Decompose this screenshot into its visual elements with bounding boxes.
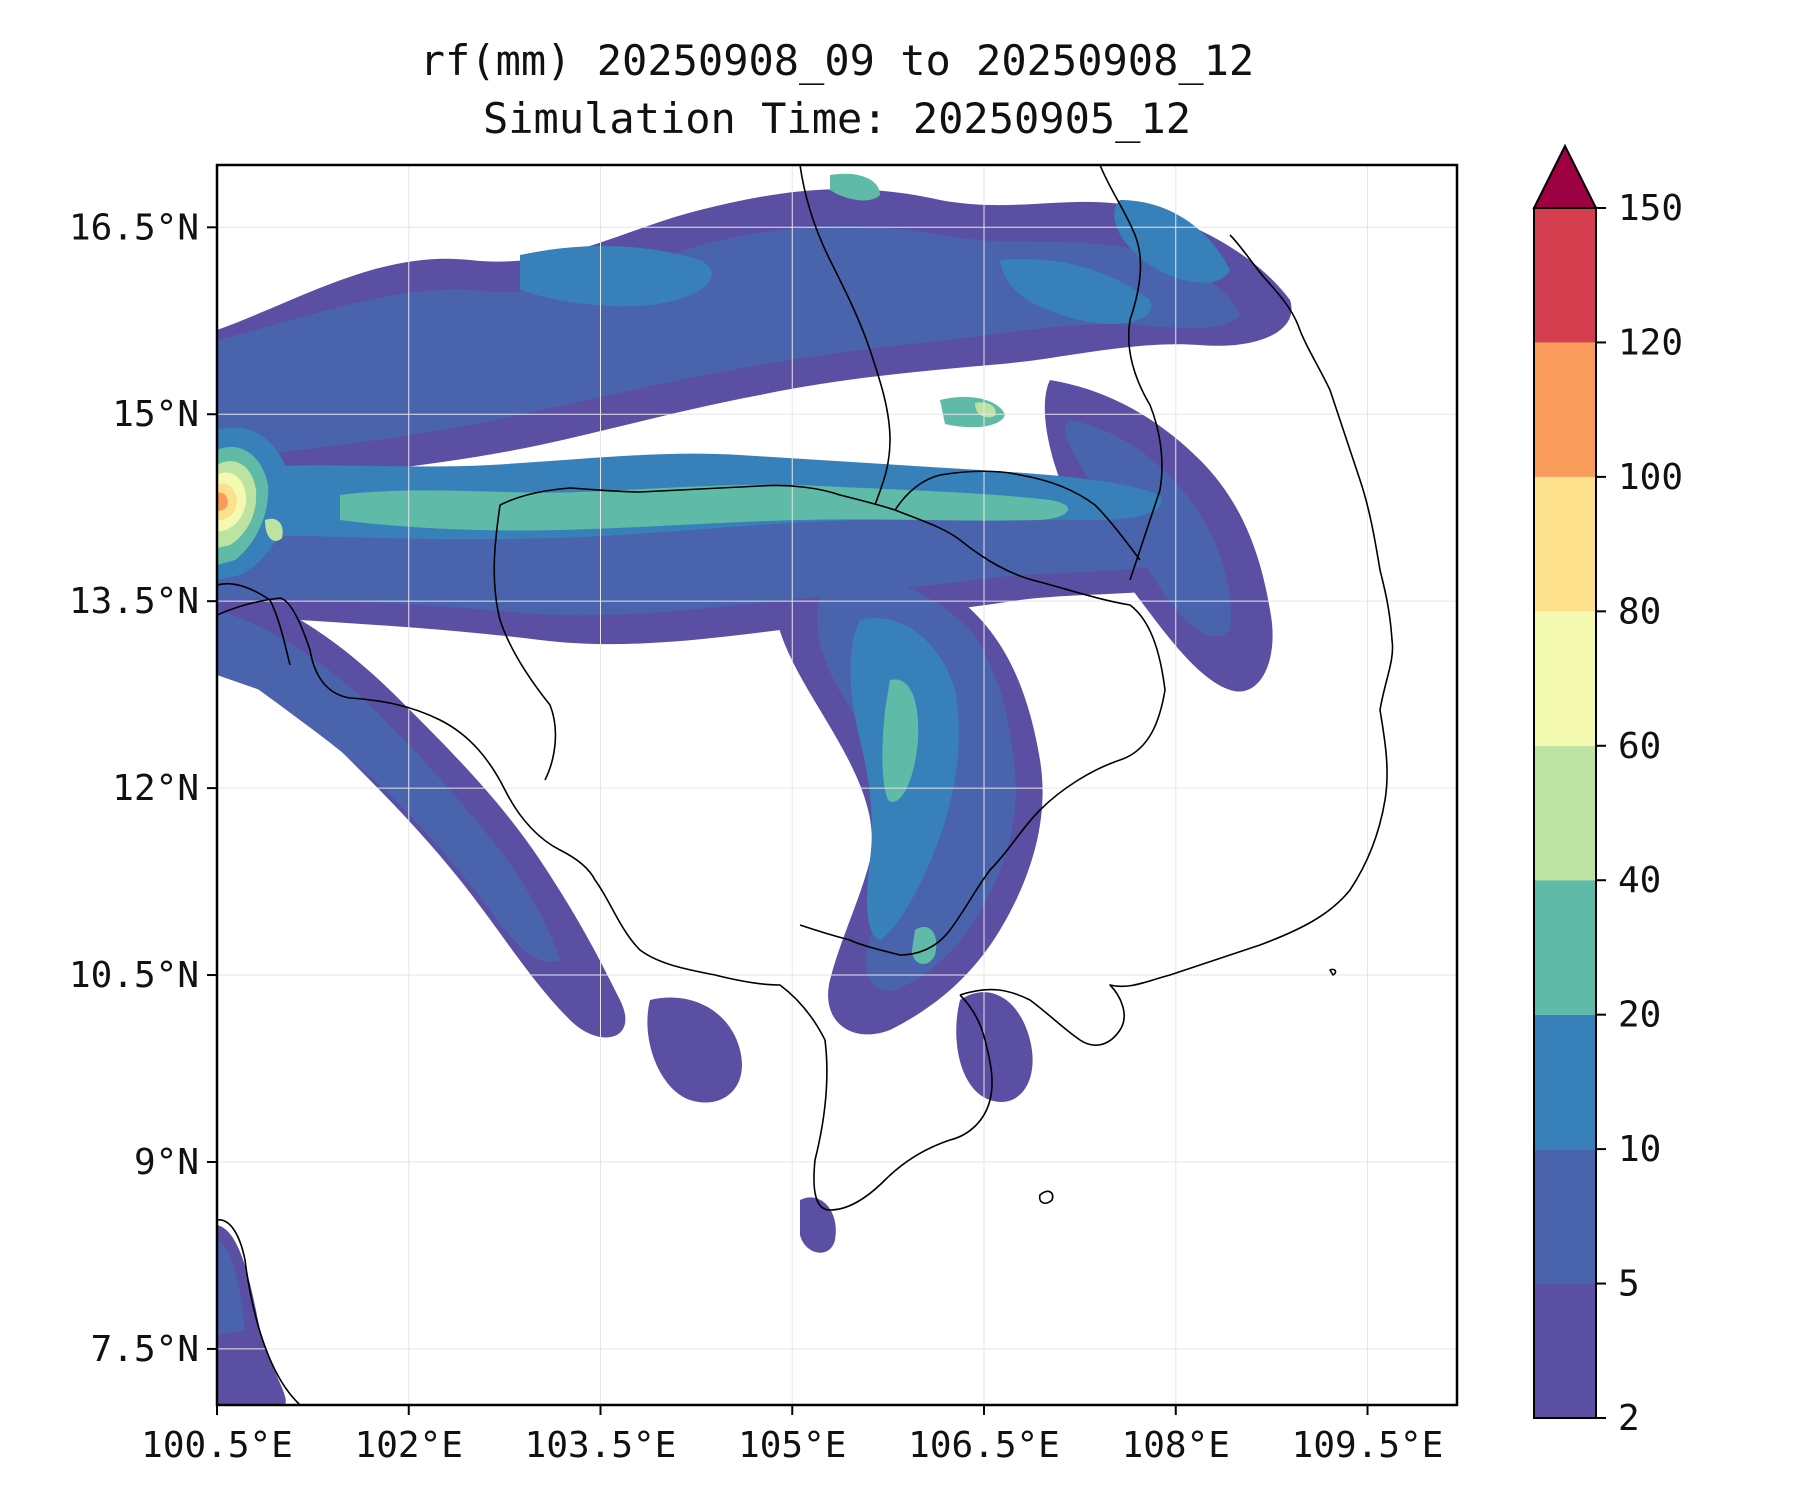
colorbar-segment: [1534, 880, 1596, 1015]
x-tick-label: 108°E: [1122, 1425, 1230, 1466]
colorbar-tick-label: 80: [1618, 591, 1661, 632]
y-tick-label: 12°N: [112, 768, 199, 809]
colorbar-tick-label: 60: [1618, 726, 1661, 767]
rain-20-40-interior: [882, 679, 919, 802]
colorbar-tick-label: 40: [1618, 860, 1661, 901]
rain-40-60-west-2: [265, 518, 283, 541]
x-tick-label: 102°E: [355, 1425, 463, 1466]
colorbar-tick-label: 120: [1618, 322, 1683, 363]
x-tick-label: 106.5°E: [908, 1425, 1060, 1466]
rain-20-40-south: [912, 926, 937, 965]
rainfall-contours: [217, 173, 1292, 1405]
colorbar: 2 5 10 20 40 60 80 100 120 150: [1532, 143, 1683, 1439]
island-con-dao: [1329, 968, 1337, 976]
colorbar-segment: [1534, 1014, 1596, 1150]
colorbar-tick-label: 5: [1618, 1264, 1640, 1305]
coastline-thai-west: [217, 582, 291, 666]
island-phu-quoc: [1038, 1190, 1054, 1204]
rain-patch-gulf: [647, 997, 742, 1103]
map-frame: [215, 163, 1459, 1407]
colorbar-extend-triangle: [1532, 143, 1598, 209]
chart-title: rf(mm) 20250908_09 to 20250908_12: [419, 36, 1255, 85]
colorbar-segment: [1534, 208, 1596, 343]
border-laos-vietnam: [1099, 165, 1163, 581]
colorbar-frame: [1533, 207, 1597, 1419]
coastline-peninsula-west: [217, 1219, 301, 1405]
rain-100-120-west: [217, 492, 228, 511]
colorbar-tick-label: 2: [1618, 1398, 1640, 1439]
x-tick-label: 103.5°E: [525, 1425, 677, 1466]
border-thailand-cambodia-west: [493, 504, 557, 781]
y-tick-label: 7.5°N: [91, 1329, 199, 1370]
colorbar-segment: [1534, 1149, 1596, 1284]
x-axis: 100.5°E 102°E 103.5°E 105°E 106.5°E 108°E 109.…: [141, 1405, 1443, 1466]
border-thailand-cambodia: [499, 484, 896, 511]
colorbar-segment: [1534, 611, 1596, 746]
rain-patch-southeast: [956, 992, 1033, 1102]
colorbar-tick-label: 10: [1618, 1129, 1661, 1170]
colorbar-tick-label: 150: [1618, 188, 1683, 229]
x-tick-label: 100.5°E: [141, 1425, 293, 1466]
coastline-mekong-delta: [959, 234, 1394, 1046]
border-thailand-laos: [799, 165, 891, 506]
border-cambodia-vietnam: [799, 509, 1166, 956]
colorbar-tick-label: 20: [1618, 995, 1661, 1036]
gridlines: [216, 165, 1457, 1405]
colorbar-segment: [1534, 476, 1596, 612]
coastline-gulf-of-thailand: [217, 597, 993, 1211]
rain-10-20-north-2: [1000, 259, 1152, 324]
colorbar-tick-label: 100: [1618, 457, 1683, 498]
rain-10-20-north-1: [520, 245, 712, 307]
y-tick-label: 16.5°N: [69, 207, 199, 248]
rain-5-10-west-coast: [217, 610, 560, 963]
rain-10-20-ne: [1114, 200, 1230, 283]
rain-5-10-sw-corner: [217, 1240, 245, 1335]
rain-20-40-north: [830, 173, 880, 201]
y-tick-label: 10.5°N: [69, 955, 199, 996]
y-tick-label: 9°N: [134, 1142, 199, 1183]
chart-subtitle: Simulation Time: 20250905_12: [482, 94, 1191, 143]
x-tick-label: 105°E: [738, 1425, 846, 1466]
y-tick-label: 15°N: [112, 394, 199, 435]
colorbar-segment: [1534, 1283, 1596, 1418]
rain-patch-south: [800, 1197, 836, 1253]
rain-40-60-northeast: [975, 402, 996, 418]
y-tick-label: 13.5°N: [69, 581, 199, 622]
colorbar-segment: [1534, 745, 1596, 881]
y-axis: 16.5°N 15°N 13.5°N 12°N 10.5°N 9°N 7.5°N: [69, 207, 217, 1370]
border-laos-cambodia: [894, 470, 1141, 561]
colorbar-segment: [1534, 342, 1596, 477]
coastlines-borders: [217, 165, 1394, 1405]
x-tick-label: 109.5°E: [1292, 1425, 1444, 1466]
